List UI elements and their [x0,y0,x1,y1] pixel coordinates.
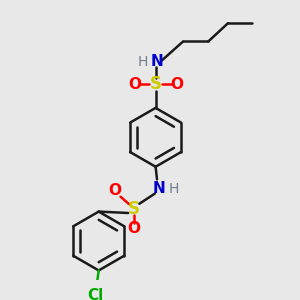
Text: Cl: Cl [87,288,104,300]
Text: H: H [168,182,179,196]
Text: S: S [150,75,162,93]
Text: S: S [128,200,140,218]
Text: N: N [153,181,165,196]
Text: N: N [151,54,164,69]
Text: O: O [170,76,183,92]
Text: O: O [127,221,140,236]
Text: O: O [109,182,122,197]
Text: H: H [137,55,148,69]
Text: O: O [128,76,141,92]
